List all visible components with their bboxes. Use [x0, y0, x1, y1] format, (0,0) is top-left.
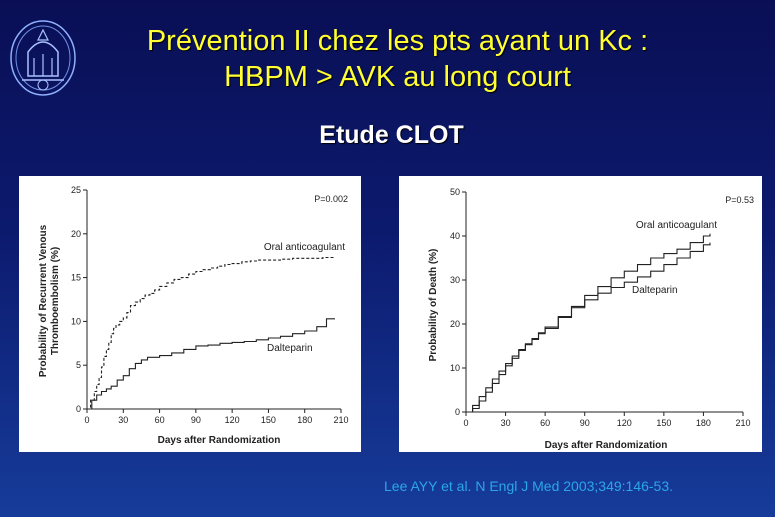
- x-tick-label: 120: [617, 418, 632, 428]
- series-line-dalteparin: [87, 318, 335, 410]
- x-tick-label: 180: [696, 418, 711, 428]
- chart-marks: Oral anticoagulant Dalteparin: [87, 242, 345, 410]
- y-axis-label-line-2: Thromboembolism (%): [50, 247, 61, 355]
- chart-axes: 0 30 60 90 120 150 180 210 0 5 10 15 20 25: [71, 185, 349, 425]
- y-tick-label: 10: [71, 316, 81, 326]
- citation: Lee AYY et al. N Engl J Med 2003;349:146…: [384, 478, 674, 494]
- x-axis-label: Days after Randomization: [545, 440, 668, 451]
- slide-subtitle: Etude CLOT: [319, 121, 464, 149]
- series-label-oral-anticoagulant: Oral anticoagulant: [264, 242, 345, 253]
- series-label-dalteparin: Dalteparin: [632, 285, 678, 296]
- p-value-annotation: P=0.53: [725, 195, 754, 205]
- x-tick-label: 0: [463, 418, 468, 428]
- x-tick-label: 0: [84, 415, 89, 425]
- series-label-dalteparin: Dalteparin: [267, 343, 313, 354]
- chart-marks: Oral anticoagulant Dalteparin: [466, 220, 717, 413]
- y-tick-label: 50: [450, 187, 460, 197]
- x-tick-label: 90: [191, 415, 201, 425]
- y-tick-label: 40: [450, 231, 460, 241]
- x-tick-label: 60: [540, 418, 550, 428]
- y-tick-label: 30: [450, 275, 460, 285]
- x-axis-label: Days after Randomization: [158, 435, 281, 446]
- chart-death: 0 30 60 90 120 150 180 210 0 10 20 30 40 50 Oral anti…: [428, 187, 754, 451]
- chart-recurrent-vte: 0 30 60 90 120 150 180 210 0 5 10 15 20 25 Oral antic…: [38, 185, 349, 446]
- series-line-oral-anticoagulant: [87, 256, 335, 410]
- p-value-annotation: P=0.002: [314, 194, 348, 204]
- x-tick-label: 210: [333, 415, 348, 425]
- series-line-oral-anticoagulant: [466, 233, 711, 413]
- institution-seal-icon: [10, 20, 76, 96]
- x-tick-label: 210: [735, 418, 750, 428]
- x-tick-label: 180: [297, 415, 312, 425]
- y-tick-label: 0: [455, 407, 460, 417]
- x-tick-label: 120: [225, 415, 240, 425]
- x-tick-label: 60: [155, 415, 165, 425]
- y-tick-label: 20: [450, 319, 460, 329]
- chart-panel-death: 0 30 60 90 120 150 180 210 0 10 20 30 40 50 Oral anti…: [399, 176, 762, 452]
- series-line-dalteparin: [466, 242, 711, 413]
- y-tick-label: 25: [71, 185, 81, 195]
- slide-title-line-1: Prévention II chez les pts ayant un Kc :: [146, 25, 649, 57]
- y-tick-label: 15: [71, 273, 81, 283]
- y-tick-label: 5: [76, 360, 81, 370]
- x-tick-label: 30: [118, 415, 128, 425]
- y-axis-label: Probability of Death (%): [428, 249, 439, 362]
- series-label-oral-anticoagulant: Oral anticoagulant: [636, 220, 717, 231]
- slide-title-line-2: HBPM > AVK au long court: [224, 61, 571, 93]
- chart-axes: 0 30 60 90 120 150 180 210 0 10 20 30 40 50: [450, 187, 751, 428]
- x-tick-label: 150: [656, 418, 671, 428]
- y-axis-label-line-1: Probability of Recurrent Venous: [38, 224, 49, 377]
- x-tick-label: 30: [501, 418, 511, 428]
- y-tick-label: 0: [76, 404, 81, 414]
- y-tick-label: 10: [450, 363, 460, 373]
- chart-panel-recurrent-vte: 0 30 60 90 120 150 180 210 0 5 10 15 20 25 Oral antic…: [19, 176, 361, 452]
- x-tick-label: 90: [580, 418, 590, 428]
- y-tick-label: 20: [71, 229, 81, 239]
- x-tick-label: 150: [261, 415, 276, 425]
